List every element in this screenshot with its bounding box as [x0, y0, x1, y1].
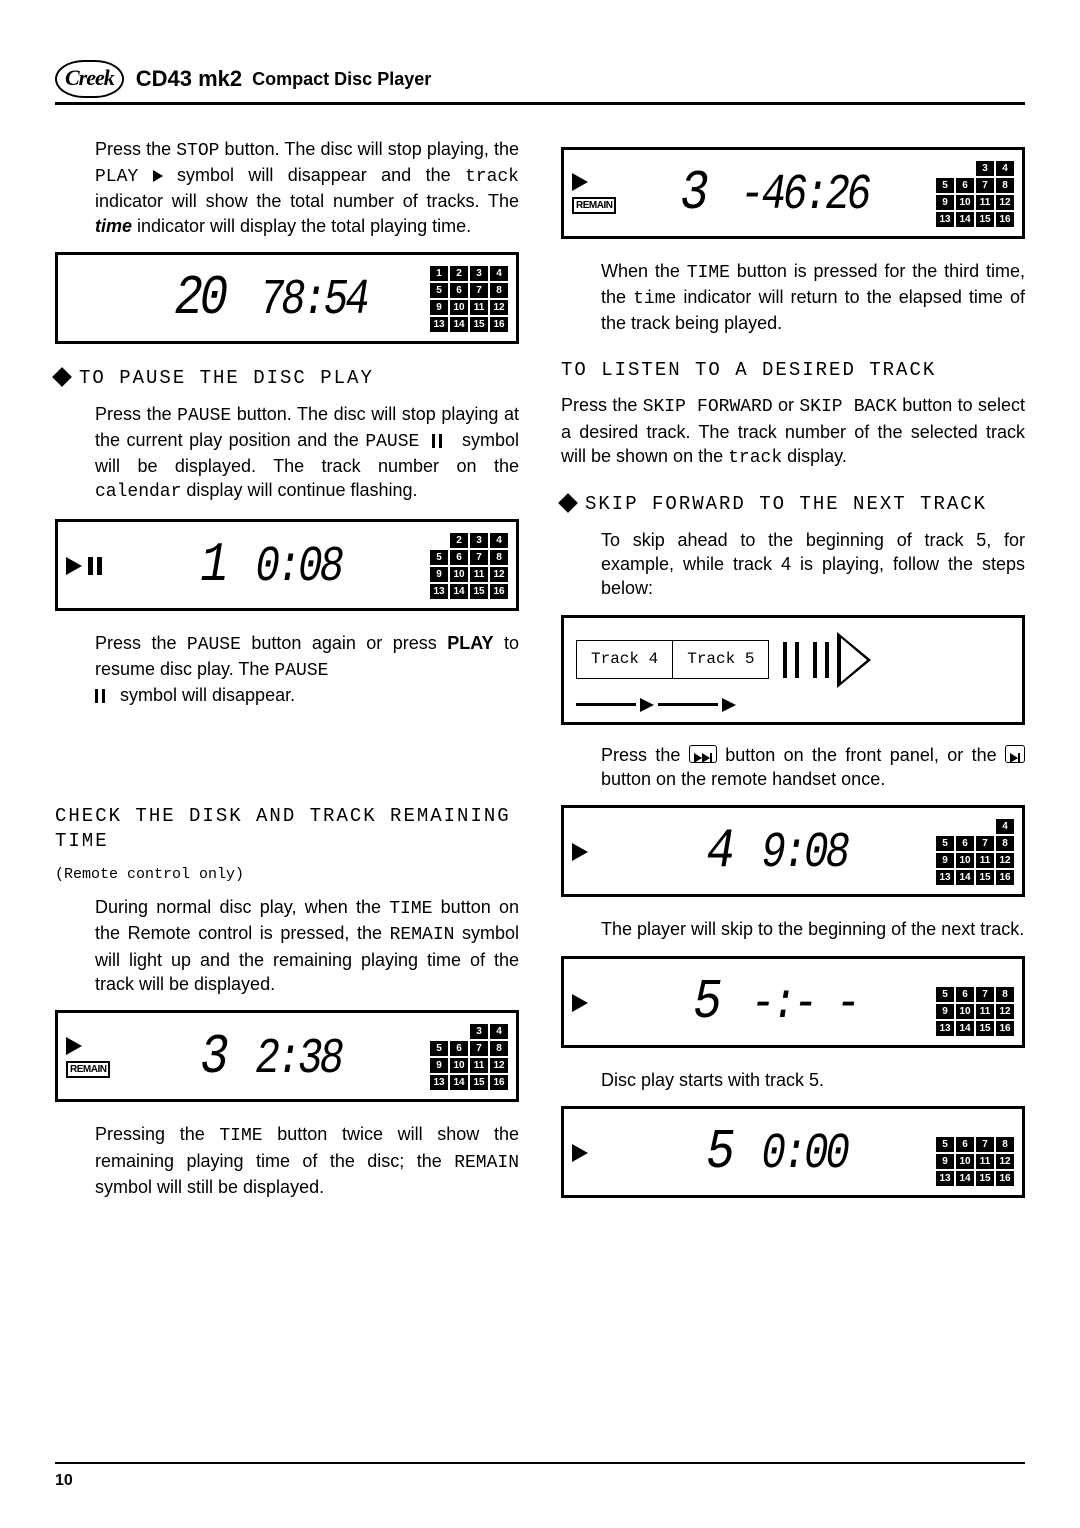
pause-icon: [88, 557, 102, 575]
lcd-remain-track: REMAIN 3 2:38 345678910111213141516: [55, 1010, 519, 1102]
calendar-grid: 12345678910111213141516: [420, 266, 508, 332]
pause-paragraph: Press the PAUSE button. The disc will st…: [55, 402, 519, 505]
track-diagram: Track 4 Track 5: [561, 615, 1025, 725]
calendar-grid: 5678910111213141516: [926, 1120, 1014, 1186]
lcd-track5-blank: 5 -:- - 5678910111213141516: [561, 956, 1025, 1048]
lcd-track: 5: [693, 965, 718, 1041]
calendar-grid: 345678910111213141516: [420, 1024, 508, 1090]
lcd-pause: 1 0:08 2345678910111213141516: [55, 519, 519, 611]
logo-text: Creek: [55, 60, 124, 98]
left-column: Press the STOP button. The disc will sto…: [55, 137, 519, 1218]
track5-starts-paragraph: Disc play starts with track 5.: [561, 1068, 1025, 1092]
lcd-time: 9:08: [761, 820, 846, 888]
skip-fwd-remote-icon: [1005, 745, 1025, 763]
lcd-total: 20 78:54 12345678910111213141516: [55, 252, 519, 344]
check-heading: CHECK THE DISK AND TRACK REMAINING TIME: [55, 804, 519, 855]
pause-heading: TO PAUSE THE DISC PLAY: [55, 366, 519, 392]
lcd-track: 3: [680, 156, 705, 232]
product-model: CD43 mk2: [136, 64, 242, 94]
skip-heading: SKIP FORWARD TO THE NEXT TRACK: [561, 492, 1025, 518]
lcd-time: 0:08: [255, 534, 340, 602]
lcd-track: 5: [706, 1115, 731, 1191]
time-third-paragraph: When the TIME button is pressed for the …: [561, 259, 1025, 336]
calendar-grid: 45678910111213141516: [926, 819, 1014, 885]
play-icon: [153, 170, 163, 182]
lcd-track: 1: [200, 528, 225, 604]
skip-paragraph: Press the SKIP FORWARD or SKIP BACK butt…: [561, 393, 1025, 470]
calendar-grid: 345678910111213141516: [926, 161, 1014, 227]
press-skip-paragraph: Press the button on the front panel, or …: [561, 743, 1025, 792]
stop-paragraph: Press the STOP button. The disc will sto…: [55, 137, 519, 238]
play-icon: [572, 843, 588, 861]
time-twice-paragraph: Pressing the TIME button twice will show…: [55, 1122, 519, 1199]
lcd-track: 4: [706, 814, 731, 890]
lcd-time: -46:26: [740, 162, 868, 230]
play-icon: [66, 1037, 82, 1055]
pause-icon: [95, 689, 105, 703]
diamond-icon: [52, 367, 72, 387]
resume-paragraph: Press the PAUSE button again or press PL…: [55, 631, 519, 708]
track-5-box: Track 5: [673, 640, 769, 680]
play-icon: [572, 173, 588, 191]
brand-logo: Creek: [55, 60, 124, 98]
page-number: 10: [55, 1472, 73, 1489]
skip-next-paragraph: The player will skip to the beginning of…: [561, 917, 1025, 941]
arrow-icon: [837, 632, 871, 688]
page-header: Creek CD43 mk2 Compact Disc Player: [55, 60, 1025, 105]
page-footer: 10: [55, 1462, 1025, 1492]
calendar-grid: 2345678910111213141516: [420, 533, 508, 599]
remain-badge: REMAIN: [66, 1061, 110, 1079]
remain-badge: REMAIN: [572, 197, 616, 215]
lcd-track: 3: [200, 1020, 225, 1096]
lcd-time: 2:38: [255, 1026, 340, 1094]
lcd-track4: 4 9:08 45678910111213141516: [561, 805, 1025, 897]
lcd-track: 20: [175, 261, 225, 337]
pause-icon: [432, 434, 442, 448]
right-column: REMAIN 3 -46:26 345678910111213141516 Wh…: [561, 137, 1025, 1218]
lcd-remain-disc: REMAIN 3 -46:26 345678910111213141516: [561, 147, 1025, 239]
product-subtitle: Compact Disc Player: [252, 67, 431, 91]
calendar-grid: 5678910111213141516: [926, 970, 1014, 1036]
check-subheading: (Remote control only): [55, 865, 519, 885]
diamond-icon: [558, 493, 578, 513]
play-icon: [572, 1144, 588, 1162]
time-paragraph: During normal disc play, when the TIME b…: [55, 895, 519, 996]
content-columns: Press the STOP button. The disc will sto…: [55, 137, 1025, 1218]
lcd-track5-play: 5 0:00 5678910111213141516: [561, 1106, 1025, 1198]
lcd-time: 78:54: [259, 267, 366, 335]
listen-heading: TO LISTEN TO A DESIRED TRACK: [561, 358, 1025, 384]
skip-example-paragraph: To skip ahead to the beginning of track …: [561, 528, 1025, 601]
lcd-time: -:- -: [750, 971, 857, 1039]
lcd-time: 0:00: [761, 1121, 846, 1189]
play-icon: [66, 557, 82, 575]
skip-fwd-front-icon: [689, 745, 717, 763]
play-icon: [572, 994, 588, 1012]
track-4-box: Track 4: [576, 640, 673, 680]
